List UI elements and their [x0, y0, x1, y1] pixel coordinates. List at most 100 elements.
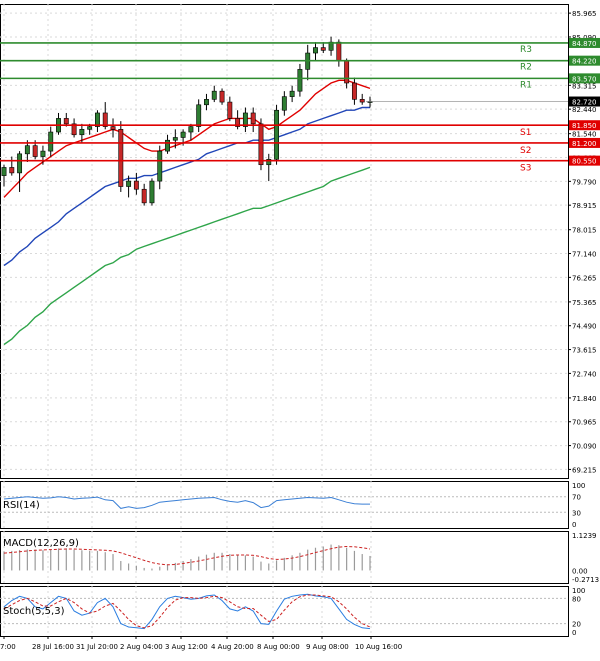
- y-tick-label: 79.790: [572, 178, 597, 186]
- candle-bear: [344, 60, 350, 84]
- current-price-label: 82.720: [572, 99, 597, 107]
- current-price-tag: [569, 96, 600, 107]
- x-tick-label: 8 Aug 00:00: [257, 643, 300, 651]
- candle-bull: [196, 104, 202, 127]
- candle-bull: [266, 158, 272, 166]
- x-tick-label: 10 Aug 16:00: [355, 643, 402, 651]
- y-tick-label: 73.615: [572, 347, 597, 355]
- x-tick-label: 31 Jul 20:00: [76, 643, 118, 651]
- y-tick-label: 78.915: [572, 202, 597, 210]
- candle-bull: [328, 41, 334, 51]
- candle-bull: [204, 99, 209, 106]
- candle-bull: [40, 150, 46, 157]
- candle-bear: [235, 118, 241, 127]
- stoch-tick-label: 80: [572, 595, 581, 603]
- candle-bull: [188, 126, 194, 133]
- stoch-tick-label: 100: [572, 587, 585, 595]
- ma-mid-line: [3, 106, 370, 267]
- candle-bear: [320, 47, 326, 51]
- candle-bull: [172, 137, 178, 141]
- level-price-label: 84.870: [572, 40, 597, 48]
- candle-bull: [24, 145, 30, 155]
- y-tick-label: 81.540: [572, 131, 597, 139]
- candle-bull: [79, 129, 85, 136]
- macd-signal-line: [3, 545, 371, 566]
- ma-fast-line: [3, 79, 371, 198]
- stoch-signal-line: [3, 594, 371, 629]
- rsi-tick-label: 30: [572, 509, 581, 517]
- y-tick-label: 76.265: [572, 274, 597, 282]
- y-tick-label: 70.090: [572, 443, 597, 451]
- candle-bull: [165, 139, 170, 152]
- candle-bull: [297, 69, 303, 92]
- candle-bear: [118, 129, 124, 187]
- y-tick-label: 70.965: [572, 419, 597, 427]
- candle-bull: [87, 126, 93, 130]
- macd-tick-label: -0.2713: [572, 576, 599, 584]
- candle-bull: [211, 90, 217, 100]
- y-tick-label: 72.740: [572, 370, 597, 378]
- candle-bull: [95, 112, 100, 127]
- level-name-r3: R3: [520, 45, 532, 55]
- rsi-tick-label: 100: [572, 482, 585, 490]
- y-tick-label: 77.140: [572, 251, 597, 259]
- y-tick-label: 78.015: [572, 227, 597, 235]
- main-panel-frame: [0, 4, 569, 479]
- x-tick-label: 3 Aug 12:00: [165, 643, 208, 651]
- candle-bear: [258, 123, 264, 166]
- y-tick-label: 74.490: [572, 323, 597, 331]
- rsi-label: RSI(14): [3, 500, 40, 511]
- candle-bear: [9, 167, 15, 174]
- x-tick-label: 9 Aug 08:00: [306, 643, 349, 651]
- x-tick-label: 2 Aug 04:00: [120, 643, 163, 651]
- x-tick-label: 4 Aug 20:00: [211, 643, 254, 651]
- y-tick-label: 85.965: [572, 10, 597, 18]
- candle-bear: [63, 118, 69, 125]
- rsi-panel-frame: [0, 481, 569, 529]
- candle-bear: [227, 101, 233, 119]
- candle-bear: [336, 41, 342, 62]
- level-price-tag: [569, 73, 600, 84]
- candle-bull: [126, 180, 132, 187]
- x-tick-label: 7:00: [0, 643, 16, 651]
- candle-bull: [149, 180, 155, 204]
- y-tick-label: 83.315: [572, 82, 597, 90]
- candle-bull: [1, 167, 7, 176]
- level-price-label: 81.200: [572, 140, 597, 148]
- candle-bull: [17, 153, 23, 174]
- candle-bear: [110, 126, 116, 130]
- y-tick-label: 69.215: [572, 466, 597, 474]
- candle-bear: [359, 99, 365, 103]
- level-name-r1: R1: [520, 80, 532, 90]
- level-name-r2: R2: [520, 63, 532, 73]
- level-name-s1: S1: [520, 128, 531, 138]
- candle-bear: [219, 90, 225, 103]
- candle-bear: [102, 112, 108, 127]
- candle-bull: [281, 96, 287, 111]
- level-price-tag: [569, 55, 600, 66]
- macd-tick-label: 0.00: [572, 567, 588, 575]
- candle-bear: [32, 145, 38, 157]
- candle-bear: [250, 112, 256, 125]
- candle-bull: [289, 90, 295, 97]
- level-name-s2: S2: [520, 146, 531, 156]
- y-tick-label: 82.440: [572, 106, 597, 114]
- candle-bull: [274, 109, 279, 160]
- level-price-label: 81.850: [572, 122, 597, 130]
- candle-bull: [242, 112, 248, 127]
- candle-bull: [48, 131, 54, 152]
- candle-bull: [313, 47, 318, 54]
- stoch-tick-label: 0: [572, 629, 576, 637]
- candle-bull: [180, 131, 186, 138]
- rsi-tick-label: 0: [572, 521, 576, 529]
- level-name-s3: S3: [520, 164, 531, 174]
- candle-bear: [71, 123, 77, 136]
- candle-bear: [351, 82, 357, 100]
- y-tick-label: 75.365: [572, 299, 597, 307]
- candle-bull: [157, 150, 163, 182]
- macd-panel-frame: [0, 531, 569, 584]
- level-price-tag: [569, 120, 600, 131]
- rsi-line: [3, 496, 370, 509]
